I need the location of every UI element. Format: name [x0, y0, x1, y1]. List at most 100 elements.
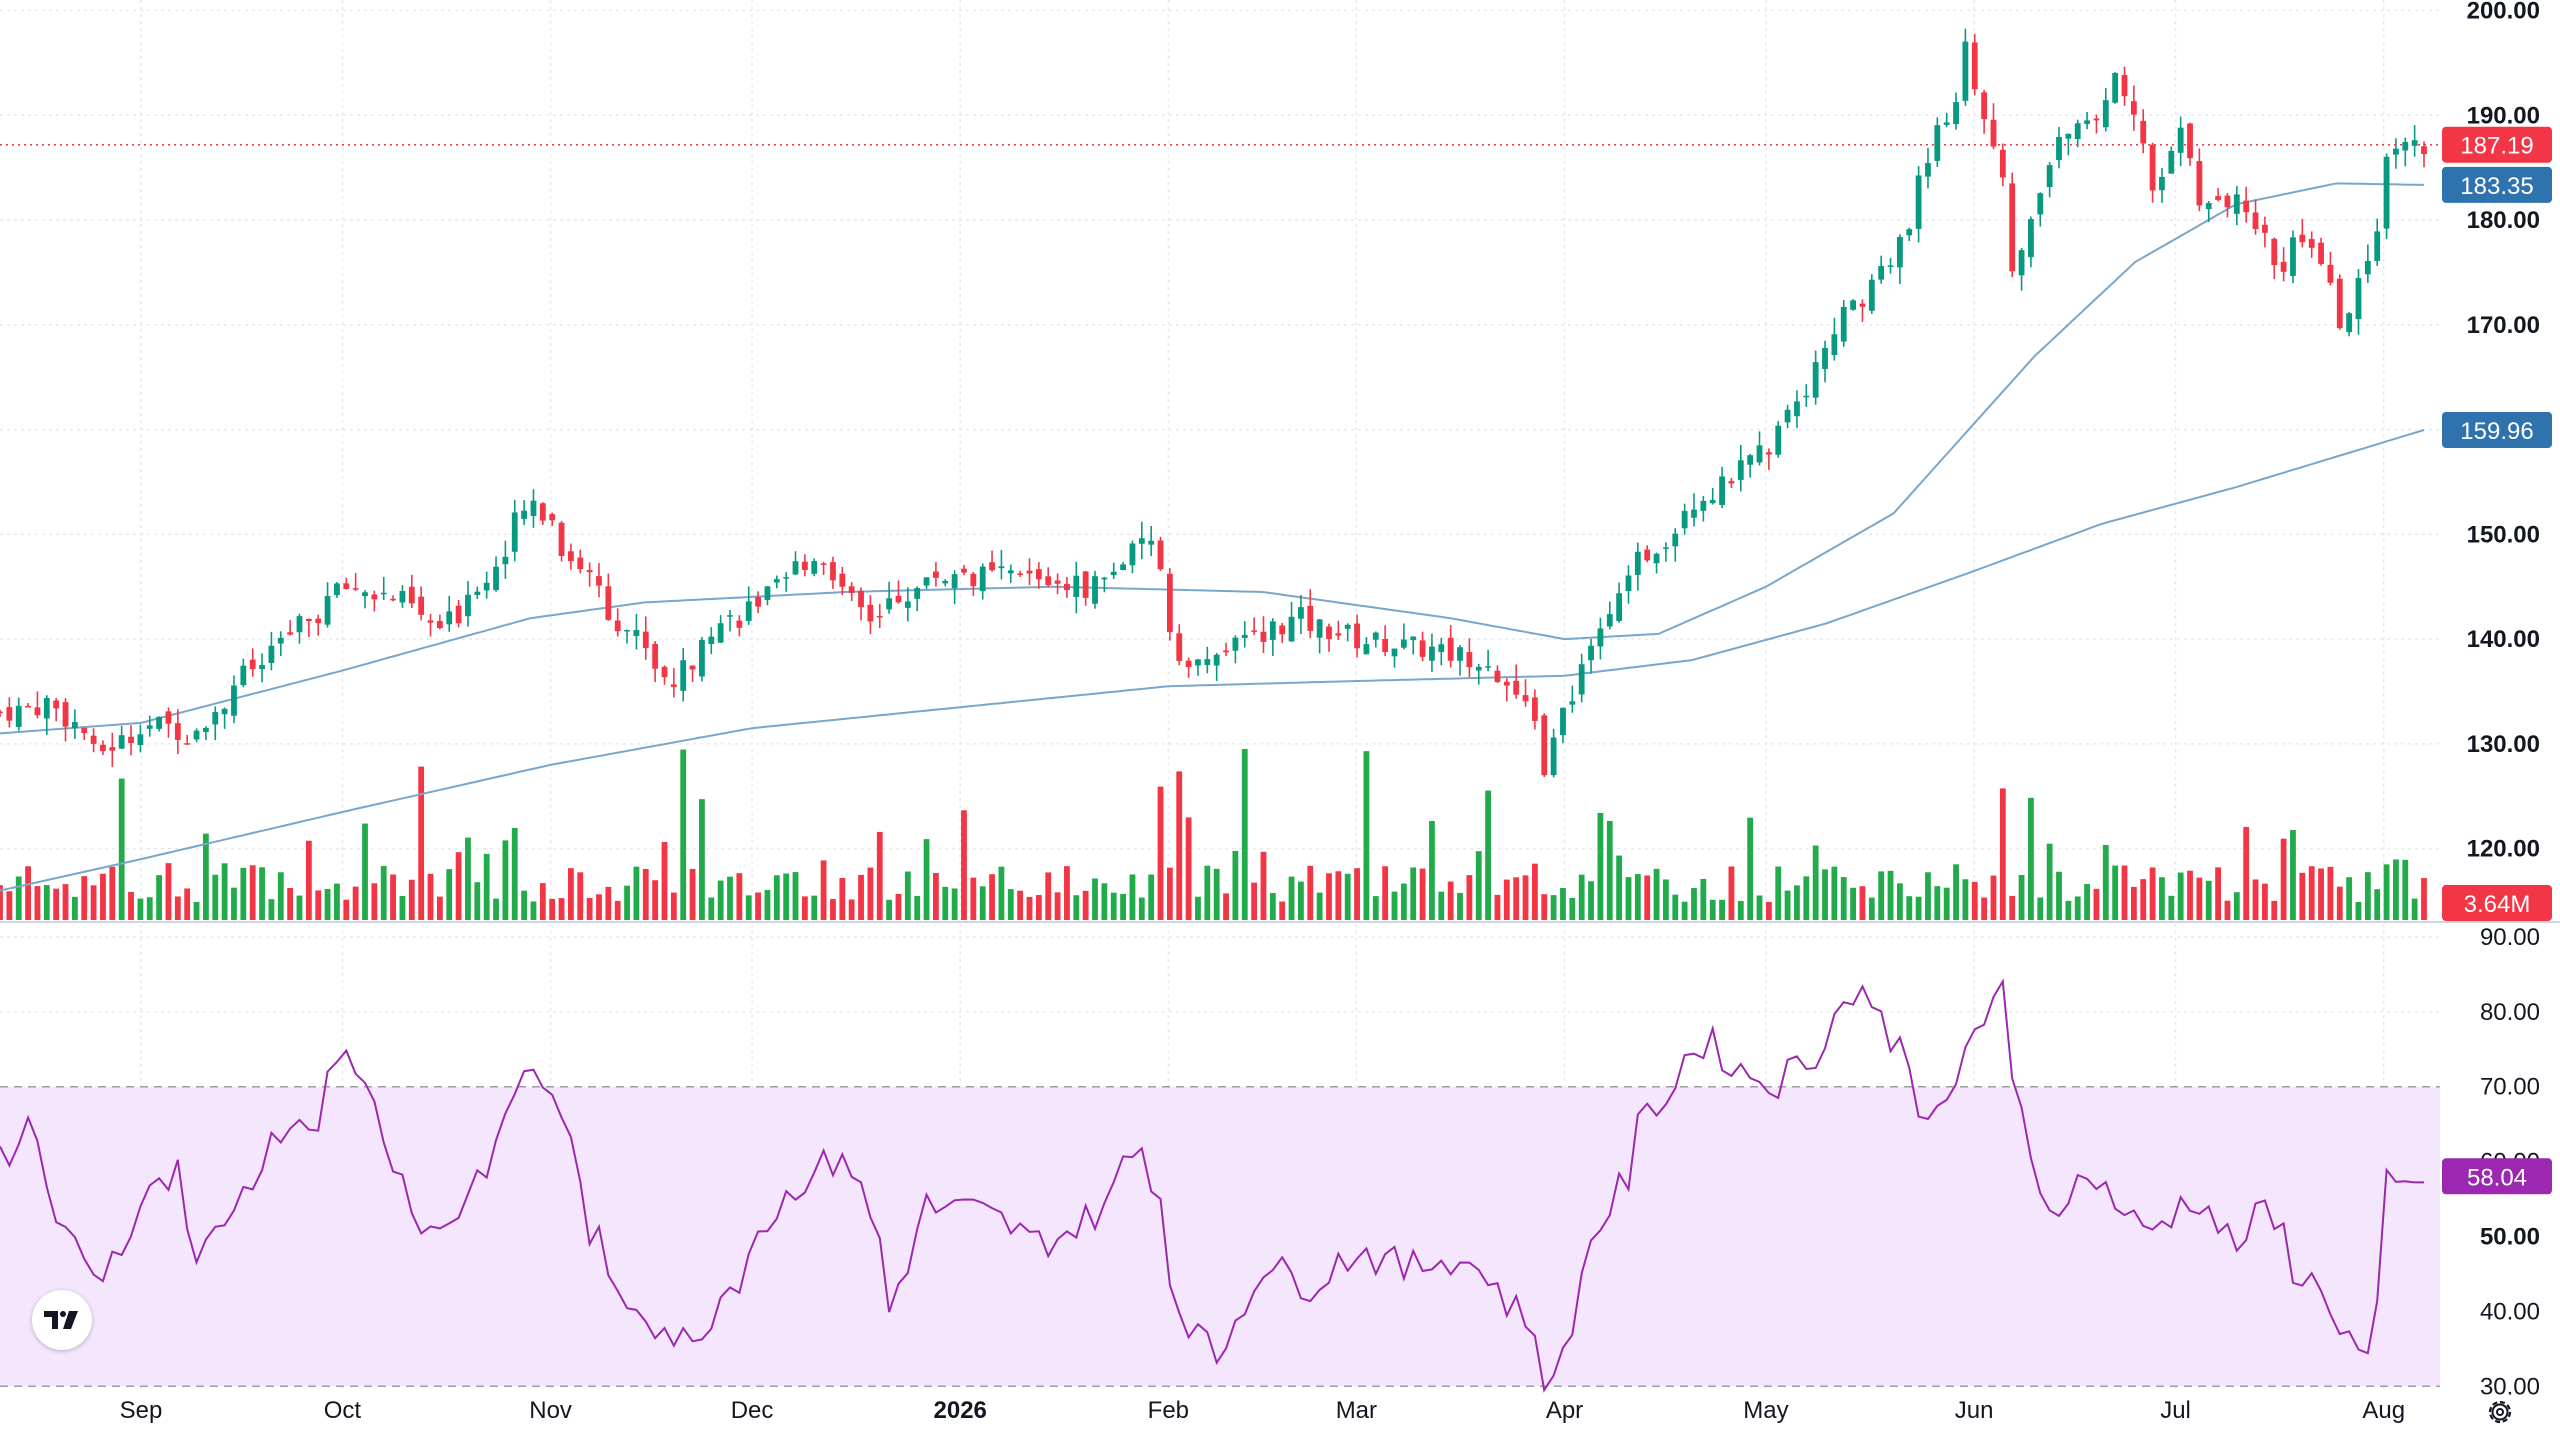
candle-body	[1887, 265, 1894, 267]
volume-bar	[689, 868, 696, 920]
volume-bar	[184, 888, 191, 920]
volume-bar	[474, 882, 481, 920]
candle-body	[1372, 632, 1379, 640]
candle-body	[174, 723, 181, 740]
volume-bar	[1101, 883, 1108, 920]
volume-bar	[2028, 797, 2034, 920]
candle-body	[2084, 120, 2090, 124]
candle-body	[455, 605, 462, 624]
volume-bar	[1868, 897, 1875, 920]
volume-bar	[483, 853, 490, 920]
candle-body	[1457, 647, 1463, 661]
candle-body	[1588, 645, 1594, 661]
candle-body	[1307, 605, 1314, 631]
candle-body	[1990, 119, 1997, 147]
candle-body	[1073, 575, 1080, 597]
candle-body	[549, 514, 556, 521]
candle-body	[614, 620, 621, 632]
candle-body	[2140, 120, 2147, 144]
volume-bar	[1298, 881, 1304, 920]
candle-body	[1138, 538, 1145, 544]
candle-body	[1429, 646, 1435, 661]
candle-body	[1400, 639, 1407, 648]
volume-bar	[165, 863, 172, 920]
volume-bar	[240, 867, 247, 920]
candle-body	[1129, 543, 1136, 566]
volume-bar	[1232, 850, 1239, 920]
candle-body	[6, 707, 13, 721]
volume-bar	[1812, 845, 1819, 920]
candle-body	[1054, 580, 1061, 584]
volume-bar	[259, 867, 265, 920]
candle-body	[1756, 445, 1763, 463]
candle-body	[53, 700, 60, 709]
candle-body	[1522, 695, 1529, 702]
candle-body	[1812, 362, 1819, 398]
volume-bar	[521, 890, 528, 920]
volume-bar	[1616, 855, 1623, 920]
volume-bar	[1859, 886, 1866, 920]
candle-body	[689, 665, 696, 670]
tradingview-logo[interactable]	[32, 1290, 92, 1350]
candle-body	[755, 597, 761, 607]
candle-body	[324, 596, 331, 625]
time-tick-label: Aug	[2362, 1397, 2405, 1424]
candle-body	[1794, 401, 1800, 417]
candle-body	[62, 702, 69, 727]
candle-body	[1700, 500, 1707, 511]
time-tick-label: Jun	[1955, 1397, 1994, 1424]
candle-body	[165, 711, 172, 724]
volume-bar	[1092, 878, 1098, 920]
candle-body	[2102, 100, 2109, 128]
moving-average-layer	[0, 143, 2440, 892]
volume-bar	[1971, 881, 1978, 920]
rsi-tick-label: 50.00	[2480, 1223, 2540, 1250]
candle-body	[1251, 630, 1258, 632]
volume-bar	[2205, 880, 2212, 920]
candle-body	[212, 712, 219, 725]
candle-body	[642, 631, 649, 649]
candle-body	[2056, 137, 2062, 161]
candle-body	[1840, 306, 1847, 342]
time-tick-label: Mar	[1336, 1397, 1377, 1424]
candle-body	[511, 512, 518, 552]
volume-bar	[2084, 884, 2090, 920]
ma-short-pill-text: 183.35	[2460, 173, 2533, 200]
volume-bar	[1915, 896, 1922, 920]
candle-body	[1082, 571, 1089, 598]
volume-layer	[0, 748, 2427, 920]
candle-body	[2243, 200, 2250, 213]
volume-bar	[1260, 851, 1267, 920]
volume-bar	[1269, 893, 1276, 920]
settings-gear-icon[interactable]	[2482, 1394, 2518, 1430]
candle-body	[1765, 452, 1772, 455]
candle-body	[568, 551, 574, 562]
volume-bar	[2252, 879, 2259, 920]
volume-bar	[0, 885, 3, 920]
candle-body	[137, 734, 144, 746]
volume-bar	[1372, 896, 1379, 920]
price-tick-label: 120.00	[2467, 836, 2540, 863]
volume-bar	[2308, 866, 2315, 920]
candle-body	[2290, 237, 2296, 276]
candle-body	[951, 574, 958, 589]
ma-long-pill-bg	[2442, 411, 2552, 448]
candle-body	[2168, 150, 2175, 174]
volume-bar	[858, 874, 864, 920]
volume-bar	[942, 886, 949, 920]
candle-body	[1896, 236, 1903, 268]
candle-body	[1999, 149, 2006, 178]
volume-bar	[2364, 872, 2371, 920]
candle-body	[2046, 165, 2053, 188]
candle-body	[1906, 229, 1913, 236]
time-axis[interactable]: Sep Oct Nov Dec 2026 Feb Mar Apr May Jun Jul Aug	[120, 1397, 2405, 1424]
volume-bar	[933, 872, 939, 920]
candle-body	[25, 706, 31, 708]
candle-body	[2355, 278, 2362, 320]
volume-bar	[1213, 868, 1220, 920]
candle-body	[1934, 125, 1941, 161]
candle-body	[1419, 640, 1426, 657]
candle-body	[577, 557, 584, 570]
ma-long-line	[0, 429, 2425, 892]
